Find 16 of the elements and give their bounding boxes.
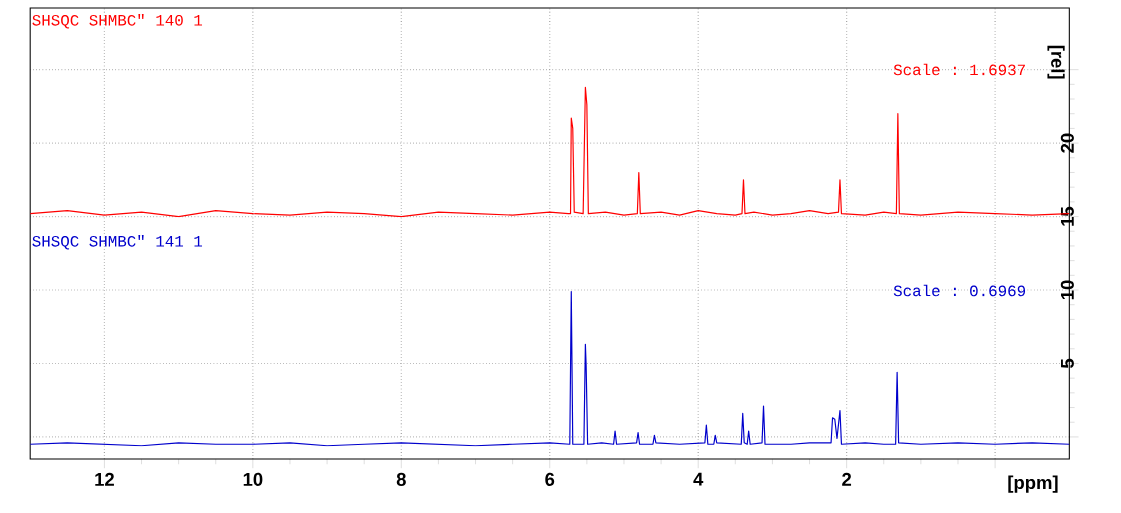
x-axis-title: [ppm] bbox=[1008, 475, 1058, 493]
x-tick-label: 4 bbox=[693, 473, 704, 486]
y-tick-label: 20 bbox=[1060, 133, 1074, 153]
y-tick-label: 5 bbox=[1061, 359, 1074, 369]
annotation: Scale : 1.6937 bbox=[893, 63, 1025, 76]
x-tick-label: 12 bbox=[95, 473, 114, 486]
annotation: SHSQC SHMBC" 141 1 bbox=[32, 235, 203, 250]
y-axis-title: [rel] bbox=[1047, 45, 1065, 79]
x-tick-label: 8 bbox=[396, 473, 406, 487]
annotation: SHSQC SHMBC" 140 1 bbox=[32, 14, 203, 29]
y-tick-label: 10 bbox=[1060, 280, 1074, 300]
annotation: Scale : 0.6969 bbox=[893, 284, 1026, 297]
y-tick-label: 15 bbox=[1061, 206, 1074, 226]
x-tick-label: 10 bbox=[243, 473, 263, 487]
x-tick-label: 2 bbox=[842, 473, 852, 486]
x-tick-label: 6 bbox=[545, 473, 555, 487]
